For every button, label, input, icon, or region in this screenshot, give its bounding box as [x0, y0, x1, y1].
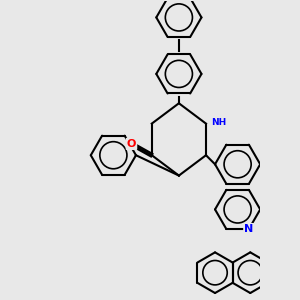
Text: NH: NH: [211, 118, 226, 127]
Text: N: N: [244, 224, 254, 234]
Text: O: O: [127, 139, 136, 149]
